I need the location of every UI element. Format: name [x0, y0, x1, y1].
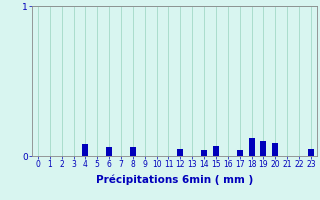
Bar: [260, 141, 266, 156]
Bar: [308, 148, 314, 156]
Bar: [83, 144, 88, 156]
Bar: [237, 150, 243, 156]
Bar: [249, 138, 254, 156]
Bar: [106, 147, 112, 156]
Bar: [213, 146, 219, 156]
Bar: [201, 150, 207, 156]
X-axis label: Précipitations 6min ( mm ): Précipitations 6min ( mm ): [96, 175, 253, 185]
Bar: [130, 147, 136, 156]
Bar: [177, 148, 183, 156]
Bar: [272, 142, 278, 156]
